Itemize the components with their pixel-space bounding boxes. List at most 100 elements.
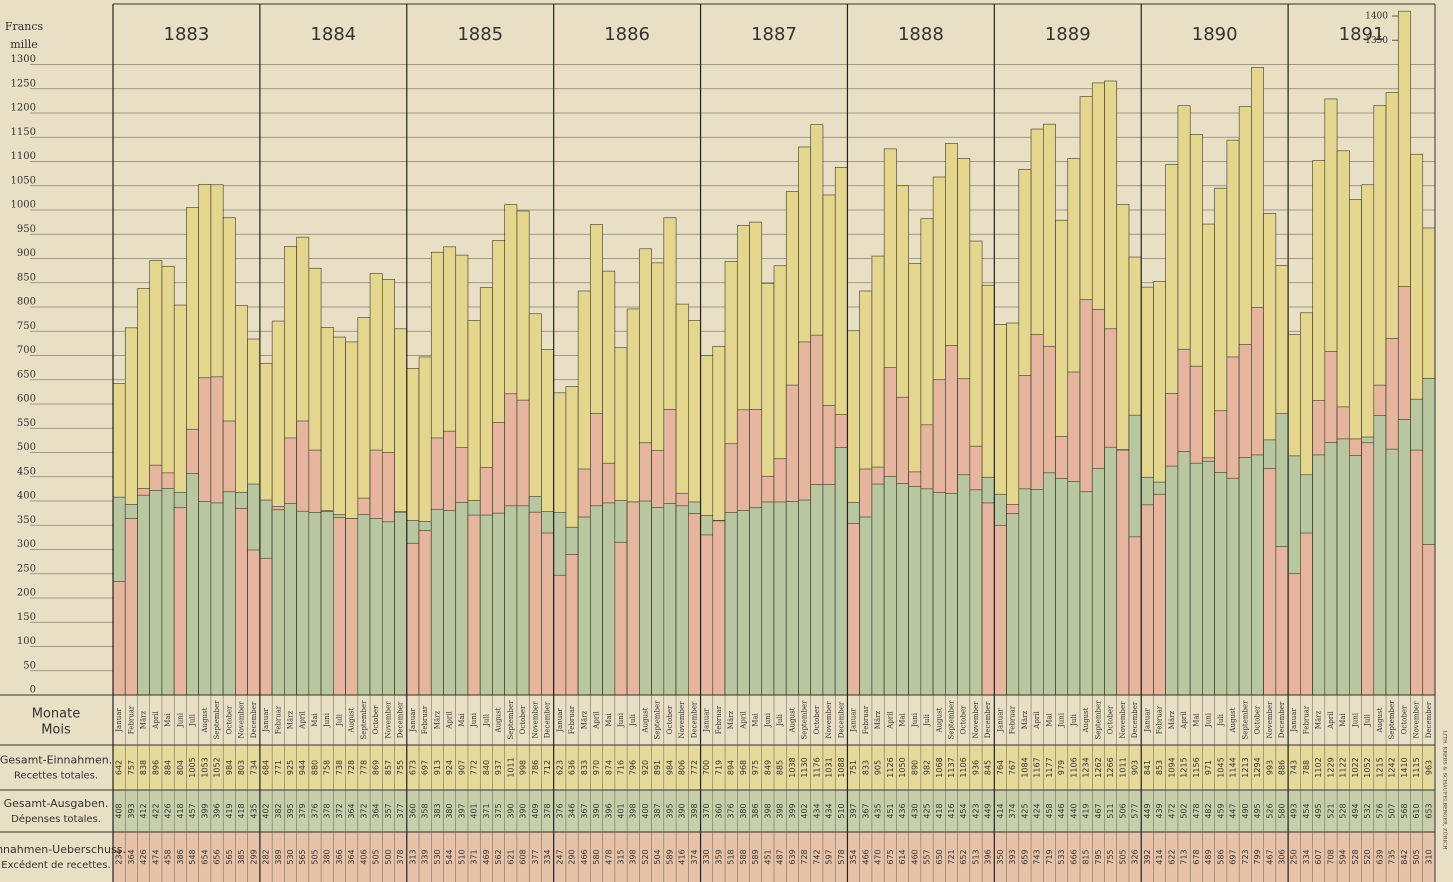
value-label: 1126 — [886, 757, 895, 777]
bar — [369, 518, 383, 696]
value-label: 458 — [164, 849, 173, 864]
value-label: 1130 — [800, 757, 809, 777]
x-tick-label: Februar — [274, 705, 282, 734]
bar — [418, 530, 432, 696]
value-label: 1045 — [1216, 757, 1225, 777]
value-label: 530 — [433, 849, 442, 864]
value-label: 493 — [1290, 803, 1299, 818]
value-label: 418 — [935, 803, 944, 818]
x-tick-label: December — [1131, 701, 1139, 738]
value-label: 396 — [984, 849, 993, 864]
y-label: Francs — [5, 20, 44, 33]
value-label: 350 — [996, 849, 1005, 864]
x-tick-label: Januar — [262, 708, 270, 733]
value-label: 436 — [898, 803, 907, 818]
bar — [749, 507, 763, 696]
value-label: 639 — [1375, 849, 1384, 864]
value-label: 315 — [616, 849, 625, 864]
value-label: 376 — [310, 803, 319, 818]
bar — [932, 491, 946, 696]
bar — [920, 488, 934, 696]
bar — [492, 512, 506, 696]
value-label: 398 — [629, 803, 638, 818]
value-label: 896 — [151, 760, 160, 775]
value-label: 469 — [482, 849, 491, 864]
row-label: Mois — [41, 723, 71, 738]
value-label: 533 — [1057, 849, 1066, 864]
value-label: 1005 — [188, 757, 197, 777]
value-label: 1011 — [1118, 757, 1127, 777]
value-label: 334 — [1302, 849, 1311, 864]
value-label: 408 — [115, 803, 124, 818]
x-tick-label: Juli — [1217, 713, 1225, 727]
row-label: Einnahmen-Ueberschuss. — [0, 843, 126, 856]
value-label: 507 — [1388, 803, 1397, 818]
row-label: Gesamt-Ausgaben. — [4, 797, 109, 810]
bar — [1091, 468, 1105, 696]
value-label: 366 — [335, 849, 344, 864]
value-label: 505 — [1118, 849, 1127, 864]
value-label: 247 — [555, 849, 564, 864]
value-label: 771 — [274, 760, 283, 775]
value-label: 510 — [837, 803, 846, 818]
value-label: 451 — [763, 849, 772, 864]
value-label: 457 — [188, 803, 197, 818]
x-tick-label: Mai — [1192, 712, 1200, 726]
bar — [1422, 544, 1436, 696]
x-tick-label: November — [1413, 701, 1421, 739]
bar — [1214, 472, 1228, 696]
value-label: 713 — [1180, 849, 1189, 864]
x-tick-label: Juni — [1058, 712, 1066, 728]
x-tick-label: Januar — [850, 708, 858, 733]
x-tick-label: September — [654, 700, 662, 740]
x-tick-label: Januar — [1290, 708, 1298, 733]
value-label: 723 — [1241, 849, 1250, 864]
value-label: 1215 — [1180, 757, 1189, 777]
value-label: 742 — [812, 849, 821, 864]
bar — [736, 510, 750, 696]
bar — [565, 554, 579, 696]
value-label: 815 — [1082, 849, 1091, 864]
bar — [871, 483, 885, 696]
value-label: 334 — [543, 849, 552, 864]
bar — [1361, 442, 1375, 696]
x-tick-label: October — [1400, 705, 1408, 734]
value-label: 1088 — [837, 757, 846, 777]
value-label: 849 — [763, 760, 772, 775]
value-label: 446 — [1057, 803, 1066, 818]
bar — [847, 523, 860, 696]
value-label: 654 — [200, 849, 209, 864]
bar — [1202, 460, 1215, 696]
x-tick-label: Juni — [911, 712, 919, 728]
value-label: 795 — [1094, 849, 1103, 864]
y-tick-label: 800 — [17, 297, 36, 308]
value-label: 755 — [1106, 849, 1115, 864]
bar — [137, 494, 151, 696]
value-label: 530 — [286, 849, 295, 864]
value-label: 440 — [1069, 803, 1078, 818]
value-label: 833 — [580, 760, 589, 775]
value-label: 425 — [1020, 803, 1029, 818]
value-label: 506 — [1118, 803, 1127, 818]
value-label: 419 — [225, 803, 234, 818]
bar — [381, 521, 395, 696]
bar — [675, 505, 689, 696]
value-label: 435 — [249, 803, 258, 818]
y-tick-label: 1050 — [11, 175, 36, 186]
value-label: 364 — [347, 849, 356, 864]
x-tick-label: December — [984, 701, 992, 738]
value-label: 924 — [445, 760, 454, 775]
value-label: 434 — [812, 803, 821, 818]
bar — [785, 501, 799, 696]
value-label: 712 — [543, 760, 552, 775]
value-label: 466 — [861, 849, 870, 864]
value-label: 1229 — [1326, 757, 1335, 777]
value-label: 1038 — [788, 757, 797, 777]
y-tick-label: 650 — [17, 369, 36, 380]
value-label: 360 — [714, 803, 723, 818]
value-label: 454 — [1302, 803, 1311, 818]
x-tick-label: November — [238, 701, 246, 739]
value-label: 697 — [1229, 849, 1238, 864]
bar — [1116, 449, 1130, 696]
value-label: 944 — [298, 760, 307, 775]
